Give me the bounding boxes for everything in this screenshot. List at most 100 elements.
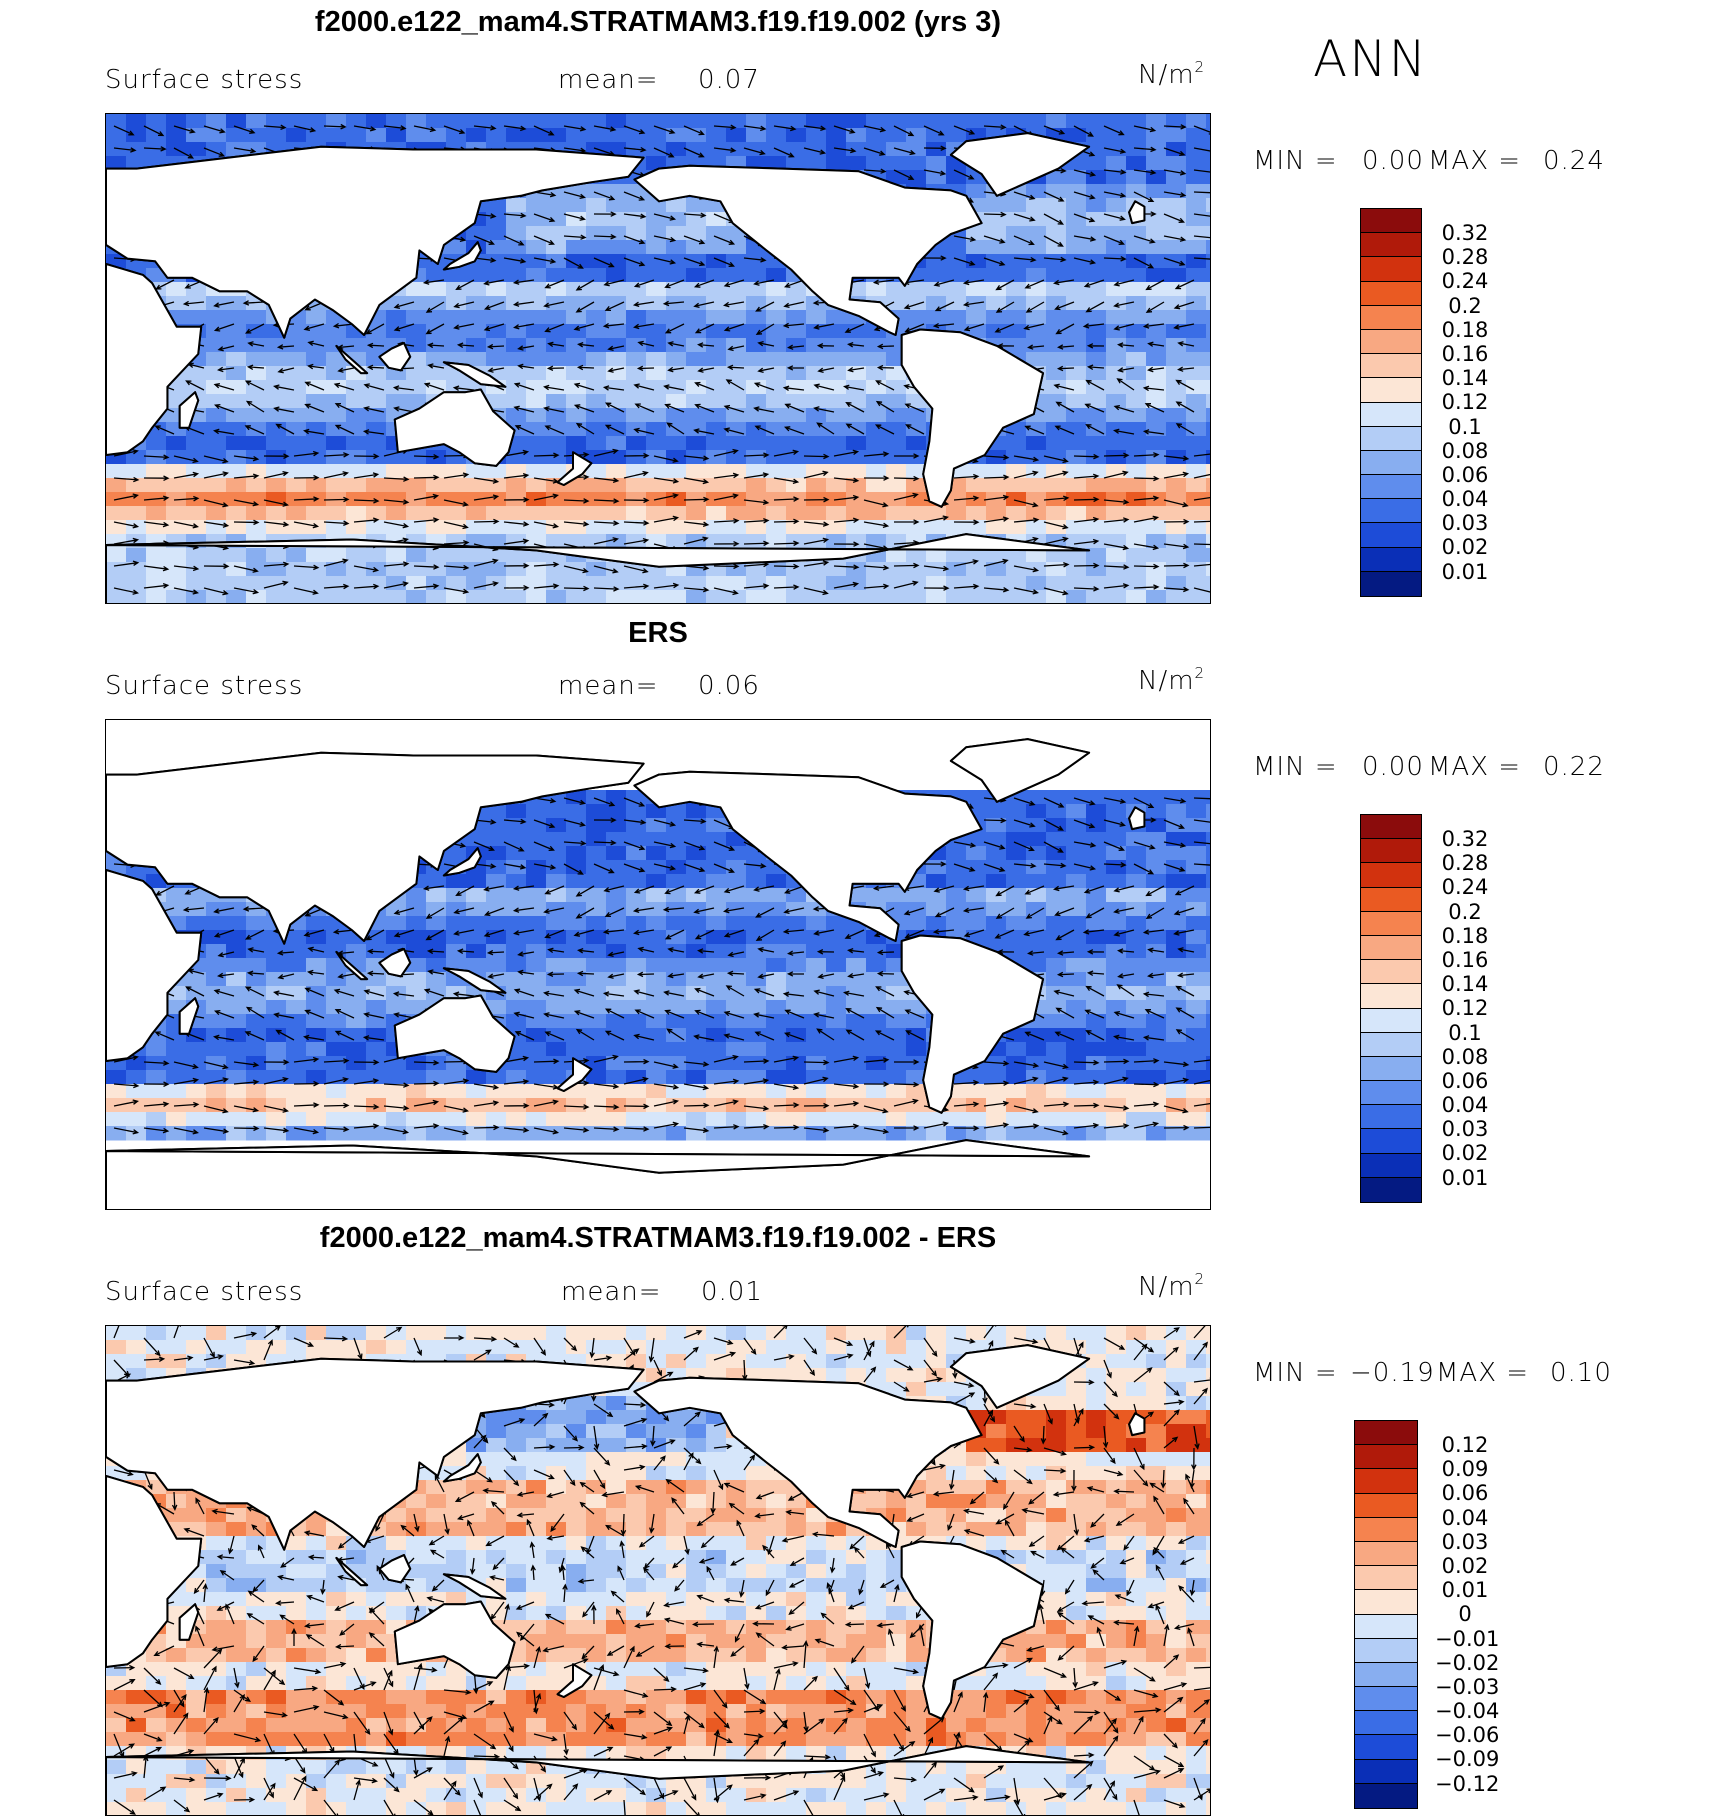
colorbar-swatch (1355, 1760, 1417, 1784)
colorbar-swatch (1361, 1009, 1421, 1033)
colorbar-swatch (1361, 209, 1421, 233)
colorbar-swatch (1361, 378, 1421, 402)
colorbar-swatch (1361, 523, 1421, 547)
colorbar-level-label: 0.16 (1435, 948, 1495, 972)
colorbar-level-label: 0.04 (1435, 487, 1495, 511)
colorbar-level-label: 0.28 (1435, 851, 1495, 875)
colorbar-level-label: 0.01 (1435, 560, 1495, 584)
colorbar-level-label: 0.08 (1435, 1045, 1495, 1069)
colorbar-level-label: 0.06 (1435, 1069, 1495, 1093)
mean-label-model: mean= (558, 65, 659, 95)
mean-value-diff: 0.01 (701, 1277, 763, 1307)
colorbar-swatch (1361, 572, 1421, 596)
colorbar-level-label: −0.02 (1435, 1651, 1495, 1675)
colorbar-level-label: 0.01 (1435, 1578, 1495, 1602)
min-label-diff: MIN = (1253, 1358, 1338, 1388)
colorbar-swatch (1361, 1105, 1421, 1129)
max-label-diff: MAX = (1436, 1358, 1529, 1388)
colorbar-swatch (1361, 475, 1421, 499)
colorbar-swatch (1361, 863, 1421, 887)
colorbar-level-label: −0.04 (1435, 1699, 1495, 1723)
colorbar-swatch (1361, 548, 1421, 572)
colorbar-swatch (1355, 1735, 1417, 1759)
map-panel-diff (105, 1325, 1211, 1816)
colorbar-swatch (1361, 815, 1421, 839)
colorbar-level-label: 0.16 (1435, 342, 1495, 366)
colorbar-level-label: 0.32 (1435, 827, 1495, 851)
colorbar-swatch (1355, 1494, 1417, 1518)
max-value-diff: 0.10 (1550, 1358, 1612, 1388)
colorbar-level-label: 0.01 (1435, 1166, 1495, 1190)
colorbar-level-label: −0.03 (1435, 1675, 1495, 1699)
season-label: ANN (1313, 30, 1428, 88)
colorbar-level-label: 0.12 (1435, 1433, 1495, 1457)
colorbar-level-label: 0.2 (1435, 900, 1495, 924)
map-panel-model (105, 113, 1211, 604)
colorbar-level-label: 0.1 (1435, 1021, 1495, 1045)
colorbar-model (1360, 208, 1422, 597)
colorbar-level-label: 0.06 (1435, 463, 1495, 487)
units-label-obs: N/m2 (1138, 664, 1205, 696)
min-label-obs: MIN = (1253, 752, 1338, 782)
colorbar-swatch (1355, 1469, 1417, 1493)
colorbar-level-label: 0.14 (1435, 972, 1495, 996)
colorbar-swatch (1355, 1687, 1417, 1711)
colorbar-swatch (1361, 1129, 1421, 1153)
colorbar-level-label: 0.2 (1435, 294, 1495, 318)
colorbar-swatch (1361, 960, 1421, 984)
mean-label-diff: mean= (561, 1277, 662, 1307)
colorbar-level-label: 0.02 (1435, 1554, 1495, 1578)
colorbar-swatch (1361, 1033, 1421, 1057)
colorbar-swatch (1355, 1445, 1417, 1469)
colorbar-swatch (1361, 888, 1421, 912)
colorbar-swatch (1361, 1178, 1421, 1202)
colorbar-level-label: 0 (1435, 1602, 1495, 1626)
colorbar-level-label: 0.09 (1435, 1457, 1495, 1481)
colorbar-swatch (1361, 1154, 1421, 1178)
colorbar-level-label: 0.08 (1435, 439, 1495, 463)
colorbar-diff (1354, 1420, 1418, 1809)
colorbar-swatch (1361, 330, 1421, 354)
min-label-model: MIN = (1253, 146, 1338, 176)
colorbar-obs (1360, 814, 1422, 1203)
colorbar-swatch (1361, 354, 1421, 378)
colorbar-level-label: 0.1 (1435, 415, 1495, 439)
max-value-obs: 0.22 (1543, 752, 1605, 782)
colorbar-swatch (1355, 1421, 1417, 1445)
colorbar-swatch (1355, 1615, 1417, 1639)
colorbar-level-label: 0.02 (1435, 1141, 1495, 1165)
colorbar-level-label: 0.12 (1435, 390, 1495, 414)
colorbar-swatch (1361, 1081, 1421, 1105)
max-value-model: 0.24 (1543, 146, 1605, 176)
panel-title-obs: ERS (628, 617, 688, 650)
colorbar-level-label: 0.24 (1435, 875, 1495, 899)
colorbar-level-label: 0.14 (1435, 366, 1495, 390)
panel-title-model: f2000.e122_mam4.STRATMAM3.f19.f19.002 (y… (315, 6, 1001, 39)
colorbar-swatch (1355, 1566, 1417, 1590)
min-value-obs: 0.00 (1362, 752, 1424, 782)
colorbar-swatch (1355, 1784, 1417, 1808)
colorbar-swatch (1361, 1057, 1421, 1081)
mean-value-model: 0.07 (698, 65, 760, 95)
colorbar-swatch (1361, 403, 1421, 427)
colorbar-swatch (1361, 936, 1421, 960)
colorbar-level-label: 0.03 (1435, 1530, 1495, 1554)
colorbar-swatch (1355, 1711, 1417, 1735)
colorbar-level-label: −0.01 (1435, 1627, 1495, 1651)
colorbar-level-label: 0.02 (1435, 535, 1495, 559)
colorbar-level-label: 0.28 (1435, 245, 1495, 269)
colorbar-level-label: 0.03 (1435, 511, 1495, 535)
variable-label-diff: Surface stress (105, 1277, 303, 1307)
mean-label-obs: mean= (558, 671, 659, 701)
colorbar-swatch (1355, 1663, 1417, 1687)
map-svg-obs (106, 720, 1211, 1210)
colorbar-level-label: 0.32 (1435, 221, 1495, 245)
colorbar-swatch (1355, 1518, 1417, 1542)
min-value-model: 0.00 (1362, 146, 1424, 176)
colorbar-level-label: 0.18 (1435, 318, 1495, 342)
colorbar-swatch (1361, 451, 1421, 475)
colorbar-swatch (1361, 499, 1421, 523)
